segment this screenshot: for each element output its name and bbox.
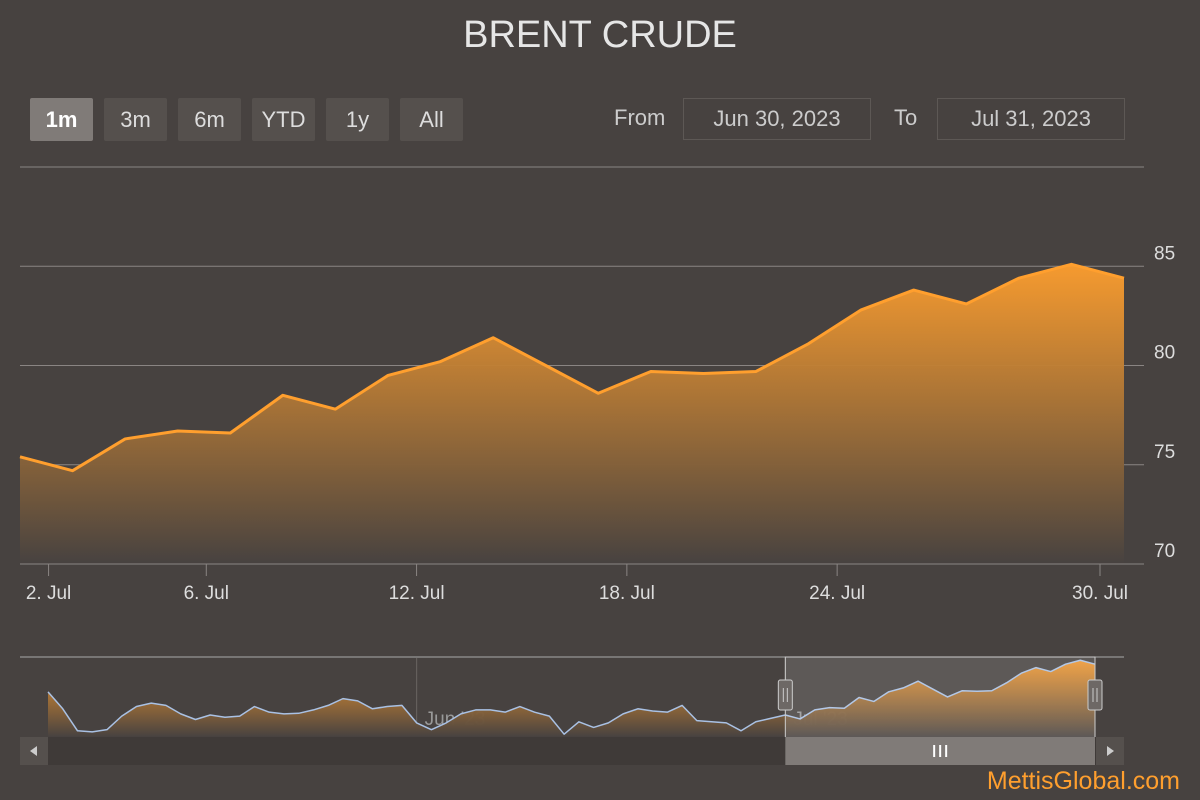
chart-title: BRENT CRUDE	[463, 14, 737, 56]
x-tick-label: 30. Jul	[1072, 583, 1128, 604]
credits[interactable]: MettisGlobal.com	[986, 767, 1180, 795]
line	[47, 659, 1096, 735]
to-date-input[interactable]: Jul 31, 2023	[937, 98, 1125, 140]
x-tick-label: 2. Jul	[26, 583, 71, 604]
to-label: To	[894, 105, 918, 130]
from-label: From	[614, 105, 666, 130]
range-button[interactable]: 6m	[178, 98, 241, 141]
navigator-handle[interactable]	[777, 679, 793, 711]
arrow-right	[1107, 746, 1114, 756]
x-tick-label: 24. Jul	[809, 583, 865, 604]
navigator-handle[interactable]	[1087, 679, 1103, 711]
y-tick-label: 85	[1154, 243, 1175, 264]
area	[48, 660, 1095, 737]
area	[20, 264, 1124, 564]
y-tick-label: 70	[1154, 541, 1175, 562]
x-tick-label: 6. Jul	[184, 583, 229, 604]
range-button[interactable]: 1y	[326, 98, 389, 141]
x-tick-label: 12. Jul	[389, 583, 445, 604]
range-button[interactable]: 3m	[104, 98, 167, 141]
x-tick-label: 18. Jul	[599, 583, 655, 604]
range-button[interactable]: YTD	[252, 98, 315, 141]
line	[19, 262, 1125, 473]
range-button[interactable]: All	[400, 98, 463, 141]
arrow-left	[30, 746, 37, 756]
y-tick-label: 80	[1154, 343, 1175, 364]
from-date-input[interactable]: Jun 30, 2023	[683, 98, 871, 140]
y-tick-label: 75	[1154, 442, 1175, 463]
range-button[interactable]: 1m	[30, 98, 93, 141]
